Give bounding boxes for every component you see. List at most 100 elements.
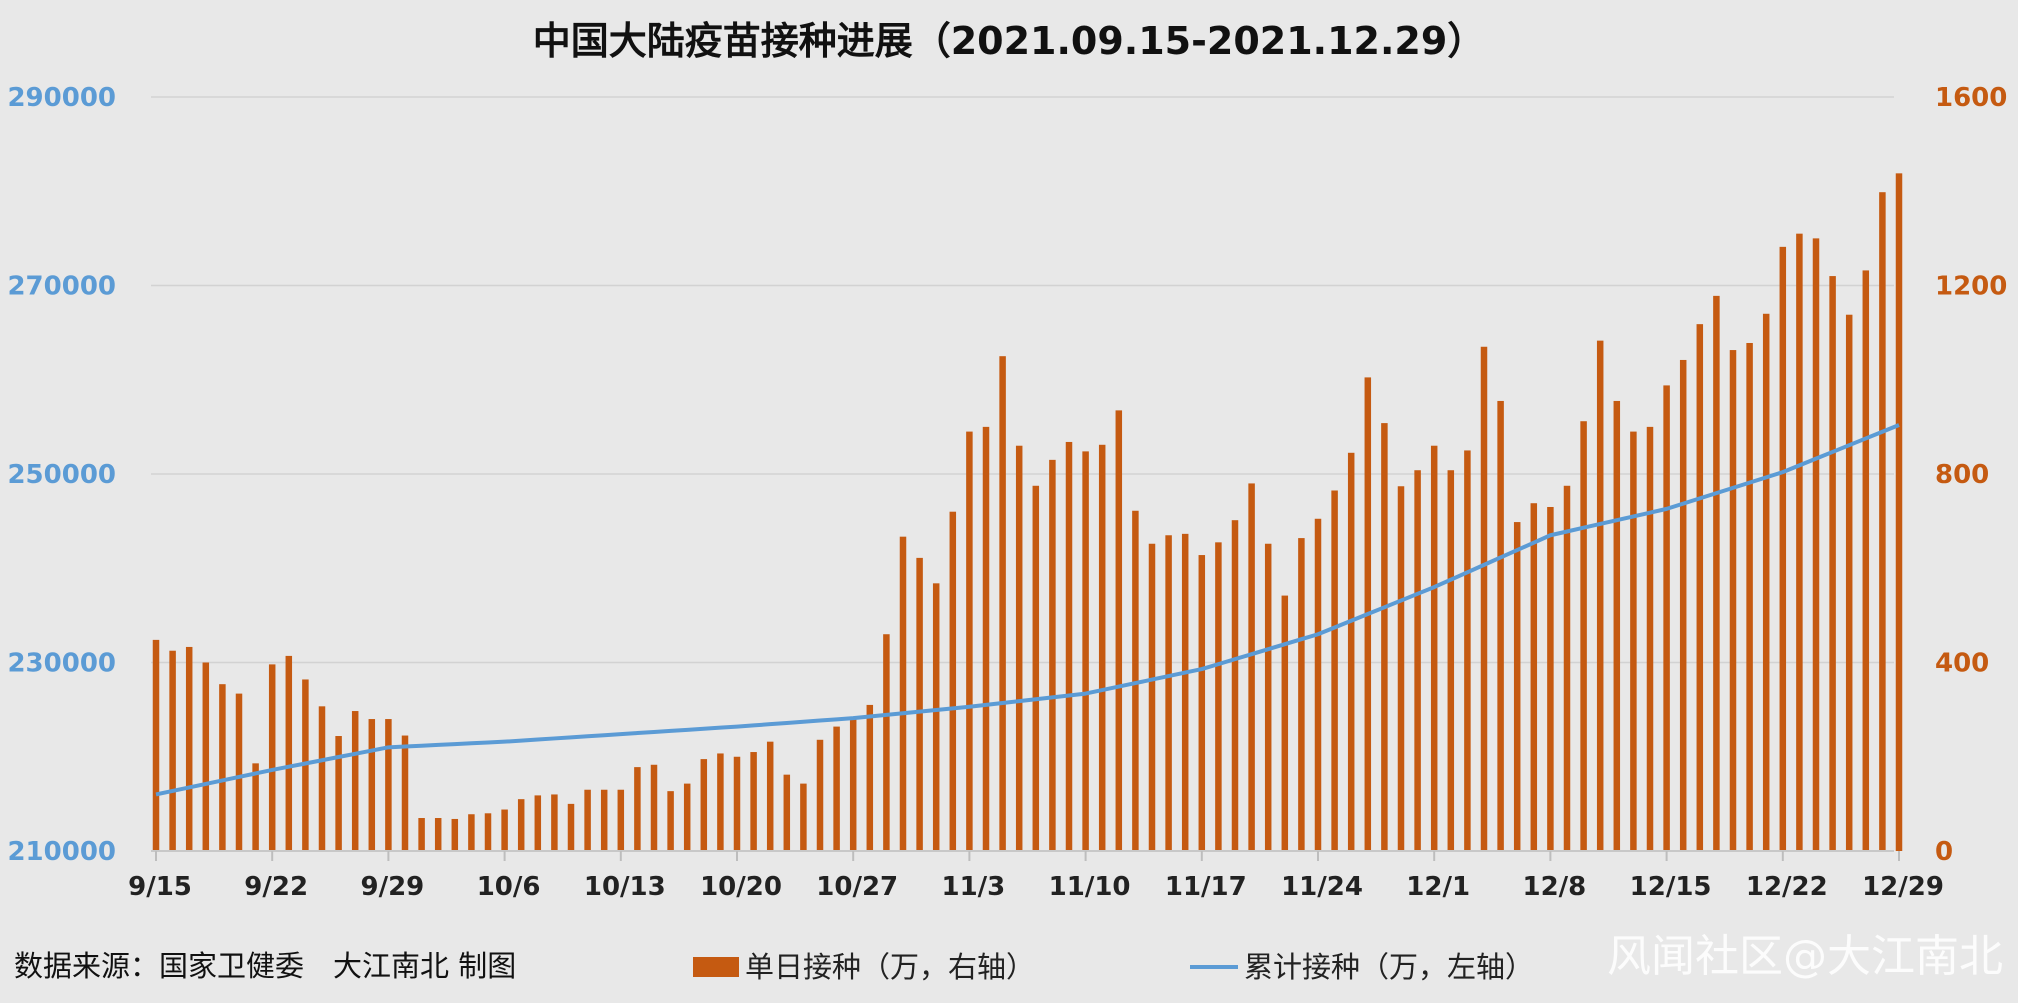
bar	[1049, 459, 1056, 851]
bar	[368, 719, 376, 851]
bar	[418, 818, 425, 851]
bar	[202, 662, 210, 851]
bar	[1447, 470, 1455, 851]
bar	[1098, 444, 1106, 851]
bar	[1663, 385, 1670, 851]
bar	[717, 753, 724, 851]
x-tick-label: 12/29	[1862, 872, 1944, 902]
bar	[1381, 423, 1388, 851]
cumulative-line	[155, 423, 1900, 797]
legend: 单日接种（万，右轴） 累计接种（万，左轴）	[693, 950, 1534, 984]
left-tick-label: 210000	[7, 837, 116, 867]
bar	[667, 791, 674, 851]
bar	[1530, 503, 1538, 851]
x-tick-label: 12/22	[1746, 872, 1828, 902]
bar	[1812, 238, 1820, 851]
data-source-note: 数据来源：国家卫健委 大江南北 制图	[14, 949, 516, 983]
bar	[700, 759, 708, 851]
bar	[567, 803, 575, 851]
bar	[1596, 340, 1604, 851]
bar	[1862, 270, 1870, 851]
bar	[1397, 486, 1405, 851]
x-tick-label: 10/27	[816, 872, 898, 902]
bar	[1231, 520, 1239, 851]
bar	[1879, 192, 1886, 851]
bar	[634, 767, 641, 851]
chart-title: 中国大陆疫苗接种进展（2021.09.15-2021.12.29）	[533, 19, 1486, 63]
bar	[1480, 346, 1488, 851]
bar	[1679, 359, 1687, 851]
bar	[1729, 350, 1737, 851]
bar	[932, 583, 940, 851]
left-tick-label: 270000	[7, 272, 116, 302]
bar	[1829, 276, 1836, 851]
x-tick-label: 11/3	[942, 872, 1006, 902]
bar	[1298, 538, 1305, 851]
legend-line-label: 累计接种（万，左轴）	[1244, 950, 1534, 984]
bar	[1198, 555, 1206, 851]
bar	[1331, 490, 1338, 851]
bar	[650, 764, 658, 851]
bar	[1181, 533, 1189, 851]
right-axis-ticks: 0 400 800 1200 1600	[1935, 83, 2007, 867]
bar	[185, 646, 193, 851]
bar	[600, 789, 608, 851]
bar	[152, 639, 160, 851]
bar	[584, 789, 591, 851]
legend-bar-label: 单日接种（万，右轴）	[745, 950, 1035, 984]
x-tick-label: 12/1	[1406, 872, 1470, 902]
right-tick-label: 1200	[1935, 272, 2007, 302]
bar	[816, 739, 824, 851]
bar	[899, 536, 907, 851]
cumulative-series-line	[155, 423, 1900, 797]
right-tick-label: 0	[1935, 837, 1953, 867]
right-tick-label: 800	[1935, 460, 1989, 490]
bar	[351, 711, 359, 851]
bar	[1314, 518, 1322, 851]
bar	[949, 511, 957, 851]
bar	[1497, 400, 1504, 851]
x-tick-label: 12/15	[1630, 872, 1712, 902]
bar	[235, 693, 243, 851]
bar	[1646, 426, 1654, 851]
bar	[1264, 543, 1272, 851]
bar	[1165, 535, 1172, 851]
x-tick-label: 9/15	[128, 872, 192, 902]
bar	[1115, 410, 1123, 851]
bar	[534, 795, 542, 851]
bar	[800, 783, 807, 851]
bar	[866, 704, 874, 851]
bar	[468, 814, 475, 851]
bar	[1580, 421, 1587, 851]
bar	[1563, 485, 1571, 851]
x-tick-label: 10/20	[700, 872, 782, 902]
bar	[1082, 451, 1089, 851]
bar	[401, 735, 409, 851]
bar	[916, 557, 923, 851]
bar	[1430, 445, 1438, 851]
bar	[1132, 510, 1139, 851]
bar	[252, 763, 259, 851]
bar	[617, 789, 625, 851]
bar	[501, 809, 508, 851]
bar	[1065, 441, 1073, 851]
bar	[1015, 445, 1023, 851]
bar	[1796, 233, 1803, 852]
bar	[849, 719, 857, 851]
bar	[733, 756, 741, 851]
bar	[219, 684, 226, 851]
x-tick-label: 11/10	[1049, 872, 1131, 902]
bar	[169, 650, 176, 851]
bar	[517, 799, 525, 851]
left-tick-label: 230000	[7, 649, 116, 679]
bar	[434, 818, 442, 851]
bar	[451, 818, 459, 851]
bar	[318, 706, 326, 851]
legend-bar-swatch	[693, 957, 739, 977]
bar	[1248, 483, 1255, 851]
bar	[1215, 542, 1222, 851]
bar	[1464, 450, 1471, 851]
x-tick-label: 9/29	[361, 872, 425, 902]
